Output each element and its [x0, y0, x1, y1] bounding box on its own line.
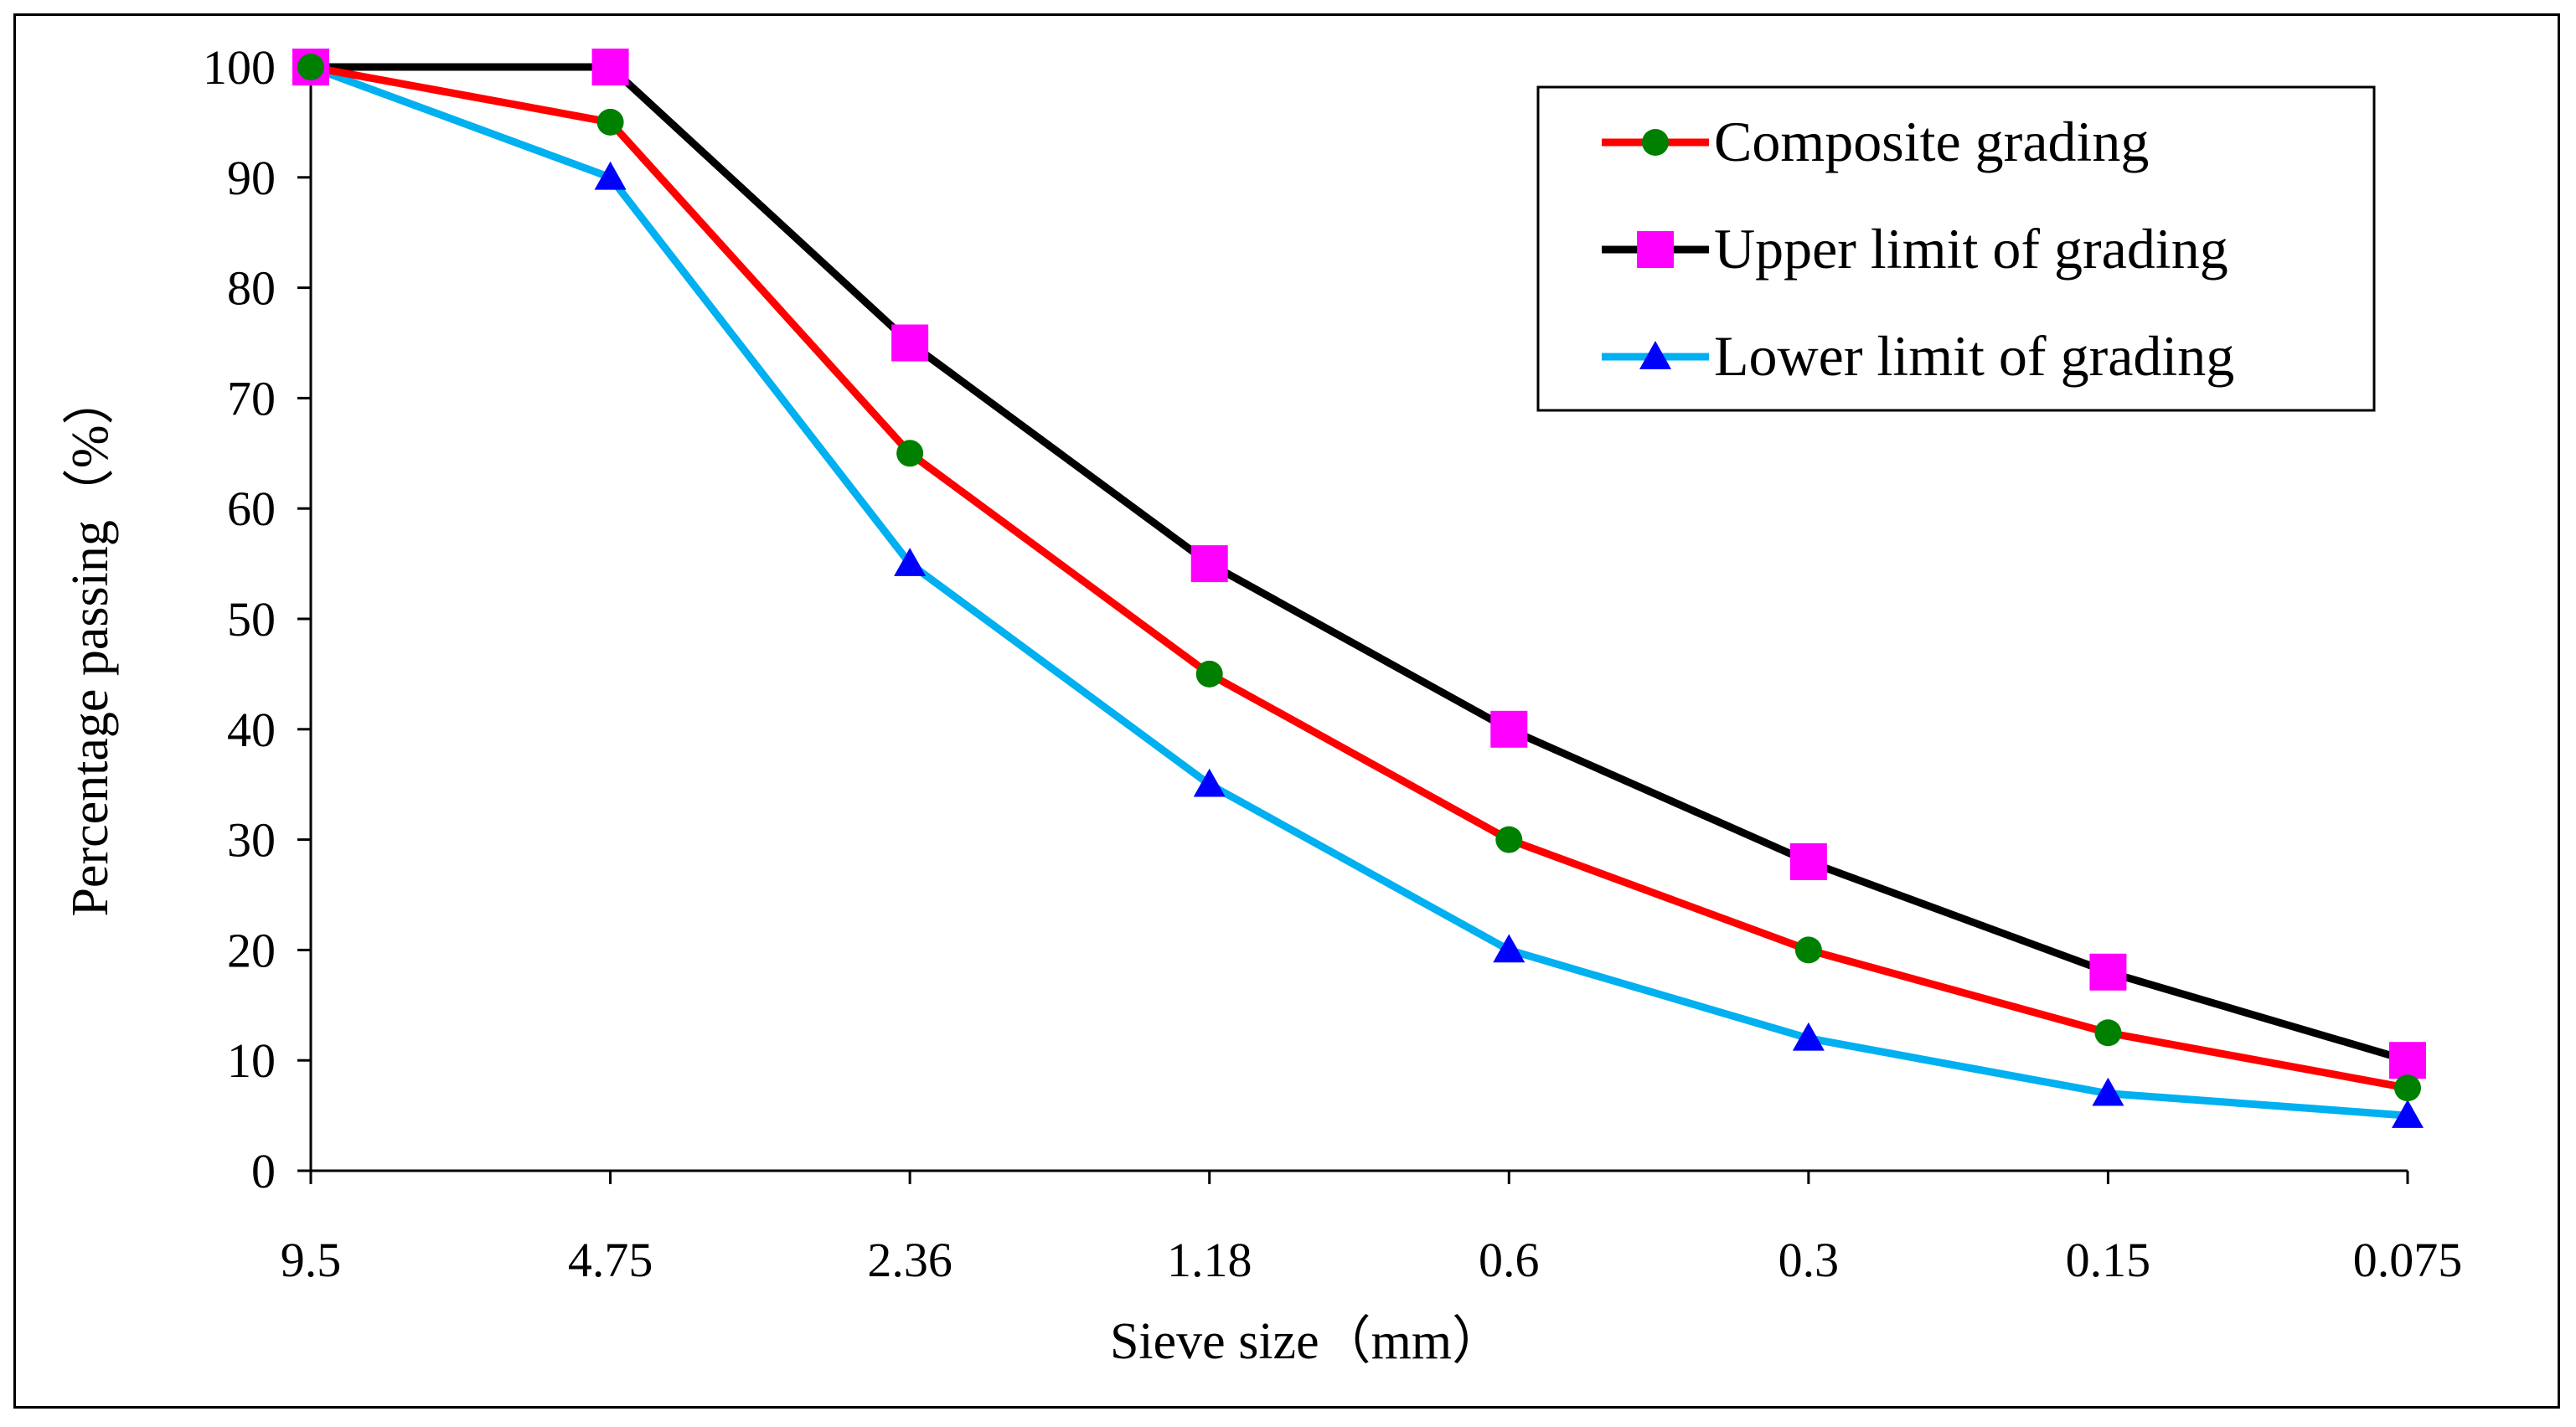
- series-line-upper-limit-of-grading: [307, 63, 2412, 1064]
- data-point: [1195, 660, 1223, 688]
- data-point: [2392, 1100, 2424, 1128]
- data-point: [594, 161, 627, 190]
- data-point: [2389, 1042, 2426, 1079]
- y-tick-label: 20: [227, 923, 276, 977]
- x-tick-label: 0.15: [2066, 1233, 2151, 1287]
- data-point: [1490, 710, 1528, 748]
- legend-label: Lower limit of grading: [1714, 324, 2234, 388]
- x-axis-title: Sieve size（mm）: [1110, 1313, 1504, 1370]
- data-point: [1794, 936, 1822, 964]
- series-line-lower-limit-of-grading: [307, 63, 2412, 1120]
- x-tick-label: 1.18: [1167, 1233, 1252, 1287]
- y-tick-label: 0: [251, 1144, 276, 1198]
- data-point: [894, 548, 927, 576]
- series-line-composite-grading: [307, 63, 2412, 1092]
- data-point: [1789, 842, 1827, 880]
- x-tick-label: 0.075: [2353, 1233, 2463, 1287]
- x-tick-label: 4.75: [568, 1233, 653, 1287]
- legend: Composite grading Upper limit of grading L…: [1536, 85, 2376, 412]
- data-point: [2089, 953, 2127, 991]
- data-point: [891, 324, 929, 362]
- axes: 0 10 20 30 40 50 60 70 80 90 100 9.5 4.75 2.36 1.18 0.6…: [203, 40, 2462, 1287]
- y-tick-label: 10: [227, 1033, 276, 1088]
- legend-marker: [1639, 341, 1671, 369]
- data-point: [1493, 934, 1525, 963]
- data-point: [297, 54, 324, 80]
- y-tick-label: 90: [227, 151, 276, 205]
- data-point: [1792, 1022, 1825, 1051]
- y-tick-label: 70: [227, 371, 276, 425]
- data-point: [591, 49, 629, 85]
- data-point: [1190, 545, 1228, 583]
- data-point: [1495, 826, 1523, 853]
- x-tick-label: 0.6: [1479, 1233, 1540, 1287]
- legend-marker: [1637, 231, 1674, 268]
- data-point: [1193, 768, 1226, 797]
- x-tick-label: 0.3: [1778, 1233, 1840, 1287]
- y-tick-label: 80: [227, 261, 276, 316]
- legend-label: Upper limit of grading: [1714, 217, 2228, 281]
- data-point: [596, 108, 624, 136]
- data-point: [2394, 1074, 2421, 1102]
- x-tick-label: 9.5: [281, 1233, 342, 1287]
- data-point: [896, 440, 924, 467]
- y-axis-title: Percentage passing（%）: [62, 373, 119, 916]
- series-layer: [292, 49, 2426, 1128]
- x-tick-label: 2.36: [867, 1233, 952, 1287]
- y-tick-label: 60: [227, 482, 276, 536]
- legend-marker: [1642, 129, 1669, 156]
- y-tick-label: 50: [227, 592, 276, 647]
- y-tick-label: 100: [203, 40, 276, 95]
- data-point: [2092, 1077, 2124, 1106]
- data-point: [2094, 1019, 2122, 1047]
- chart-frame: [13, 13, 2560, 1409]
- y-tick-label: 40: [227, 703, 276, 757]
- y-tick-label: 30: [227, 813, 276, 868]
- legend-label: Composite grading: [1714, 110, 2149, 173]
